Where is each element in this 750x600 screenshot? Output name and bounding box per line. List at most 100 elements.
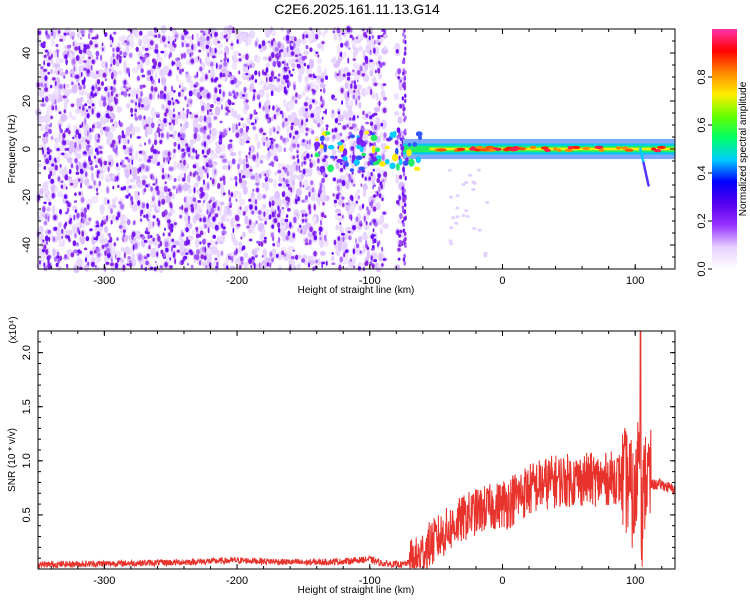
noise-speckle [396,200,400,205]
noise-blob [194,182,199,188]
noise-speckle [199,241,202,245]
band-hotspot [502,148,510,152]
noise-speckle [131,200,134,206]
noise-speckle [247,65,250,70]
noise-speckle [74,209,78,213]
noise-speckle [313,235,317,241]
noise-speckle [235,132,240,138]
noise-blob [394,264,401,271]
noise-blob [219,34,224,40]
noise-speckle [220,155,224,159]
noise-speckle [146,253,150,257]
noise-blob [288,102,295,110]
noise-blob [229,152,237,157]
noise-blob [347,109,353,117]
noise-blob [114,120,118,129]
noise-blob [464,209,469,213]
band-blob [403,160,409,167]
noise-blob [234,191,238,199]
noise-speckle [378,186,381,192]
noise-speckle [206,172,209,179]
noise-speckle [159,128,162,132]
noise-speckle [208,69,211,74]
noise-speckle [194,127,198,133]
noise-speckle [158,243,161,249]
noise-speckle [169,51,172,58]
noise-speckle [48,154,52,161]
noise-speckle [161,174,165,180]
noise-speckle [185,227,189,233]
noise-speckle [299,181,302,188]
noise-speckle [78,178,81,182]
band-hotspot [476,145,484,150]
noise-speckle [126,219,131,226]
noise-speckle [125,157,129,160]
noise-blob [75,108,79,115]
noise-blob [393,111,400,116]
noise-speckle [234,93,238,98]
noise-blob [68,111,73,118]
noise-speckle [169,201,172,207]
noise-speckle [349,154,352,159]
noise-speckle [399,213,403,219]
noise-speckle [112,123,115,127]
noise-speckle [333,199,337,204]
noise-speckle [181,68,184,72]
noise-speckle [83,67,87,71]
noise-blob [141,45,146,51]
noise-speckle [123,85,126,88]
noise-speckle [139,30,143,36]
noise-speckle [51,136,53,140]
noise-speckle [305,118,309,123]
noise-blob [461,183,466,186]
noise-speckle [123,51,127,57]
noise-speckle [141,202,146,209]
noise-blob [365,88,369,96]
noise-speckle [300,119,304,126]
noise-speckle [298,53,302,57]
band-blob [379,161,386,167]
noise-speckle [403,75,407,80]
noise-blob [356,189,361,194]
noise-speckle [365,121,369,125]
noise-speckle [263,71,267,76]
noise-speckle [200,127,204,132]
noise-speckle [373,259,378,263]
snr-data-point [639,428,640,429]
noise-blob [253,57,258,62]
noise-speckle [206,209,209,215]
noise-speckle [146,202,149,210]
band-blob [315,138,319,142]
noise-speckle [96,70,99,75]
noise-blob [55,137,61,143]
noise-speckle [89,40,93,46]
noise-blob [160,76,167,86]
noise-speckle [245,157,248,163]
noise-speckle [105,62,108,68]
noise-speckle [171,246,173,253]
noise-speckle [305,127,309,131]
noise-speckle [403,188,406,193]
noise-blob [220,233,226,244]
noise-speckle [140,209,144,215]
noise-speckle [172,251,176,258]
snr-data-point [661,484,662,485]
noise-speckle [165,157,170,161]
noise-speckle [402,103,405,108]
noise-speckle [245,155,248,159]
noise-speckle [45,132,49,137]
noise-speckle [83,48,87,54]
noise-speckle [40,66,44,70]
noise-speckle [55,43,59,48]
noise-speckle [83,60,87,63]
noise-speckle [268,56,272,62]
noise-speckle [214,31,218,38]
noise-speckle [155,178,158,185]
noise-blob [78,58,84,64]
noise-speckle [130,99,134,103]
band-blob [344,161,349,167]
noise-speckle [198,260,202,266]
noise-speckle [116,162,119,167]
noise-speckle [256,254,258,258]
noise-speckle [173,122,175,126]
